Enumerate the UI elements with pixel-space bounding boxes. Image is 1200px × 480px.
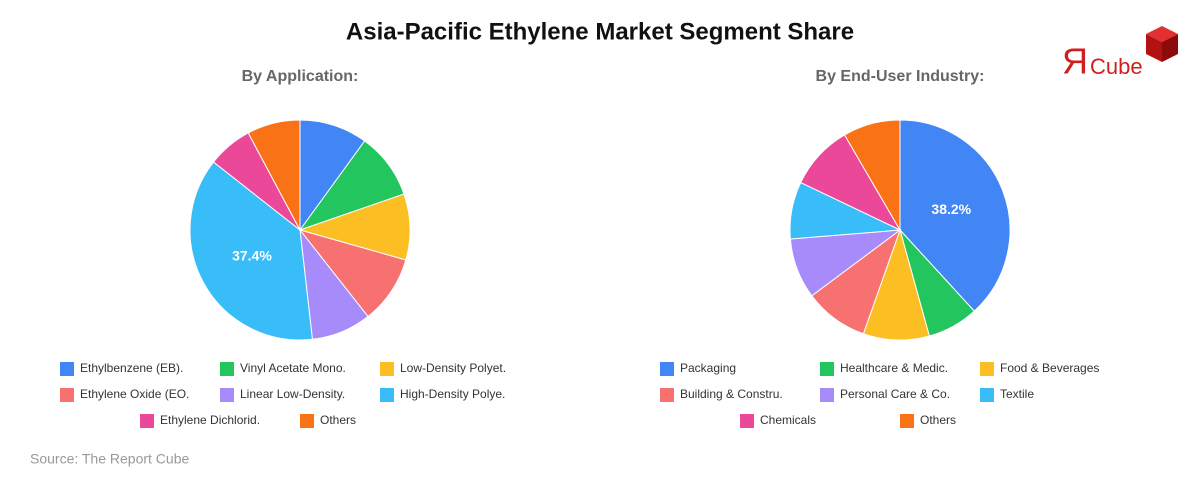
legend-label: Personal Care & Co. xyxy=(840,387,950,401)
legend-label: Vinyl Acetate Mono. xyxy=(240,361,346,375)
legend-label: Ethylbenzene (EB). xyxy=(80,361,183,375)
legend-label: Low-Density Polyet. xyxy=(400,361,506,375)
legend-label: Ethylene Oxide (EO. xyxy=(80,387,189,401)
legend-label: Others xyxy=(320,413,356,427)
legend-swatch xyxy=(60,388,74,402)
legend-swatch xyxy=(220,362,234,376)
value-label: 37.4% xyxy=(232,248,272,264)
legend-swatch xyxy=(140,414,154,428)
legend-label: Linear Low-Density. xyxy=(240,387,345,401)
legend-label: Ethylene Dichlorid. xyxy=(160,413,260,427)
legend-label: Healthcare & Medic. xyxy=(840,361,948,375)
page-title: Asia-Pacific Ethylene Market Segment Sha… xyxy=(346,18,854,45)
logo-text: Cube xyxy=(1090,54,1143,79)
legend-label: Textile xyxy=(1000,387,1034,401)
legend-swatch xyxy=(220,388,234,402)
legend-swatch xyxy=(820,362,834,376)
legend-label: High-Density Polye. xyxy=(400,387,505,401)
legend-swatch xyxy=(380,388,394,402)
legend-swatch xyxy=(660,388,674,402)
legend-label: Others xyxy=(920,413,956,427)
logo: Я Cube xyxy=(1062,26,1178,82)
logo-mark: Я xyxy=(1062,41,1088,82)
pie-slice xyxy=(189,161,313,341)
logo-cube-right xyxy=(1162,34,1178,62)
legend-swatch xyxy=(740,414,754,428)
legend-swatch xyxy=(900,414,914,428)
legend-swatch xyxy=(980,362,994,376)
legend-label: Building & Constru. xyxy=(680,387,783,401)
logo-cube-left xyxy=(1146,34,1162,62)
legend-label: Packaging xyxy=(680,361,736,375)
pie-slice xyxy=(899,119,1011,312)
legend-label: Chemicals xyxy=(760,413,816,427)
source: Source: The Report Cube xyxy=(30,451,189,467)
value-label: 38.2% xyxy=(931,201,971,217)
chart-title: By Application: xyxy=(242,68,359,85)
legend-swatch xyxy=(820,388,834,402)
legend-swatch xyxy=(380,362,394,376)
legend-swatch xyxy=(300,414,314,428)
pie-slice xyxy=(247,119,301,231)
pie-slice xyxy=(843,119,901,232)
chart-title: By End-User Industry: xyxy=(816,68,985,85)
legend-label: Food & Beverages xyxy=(1000,361,1099,375)
legend-swatch xyxy=(980,388,994,402)
legend-swatch xyxy=(60,362,74,376)
legend-swatch xyxy=(660,362,674,376)
